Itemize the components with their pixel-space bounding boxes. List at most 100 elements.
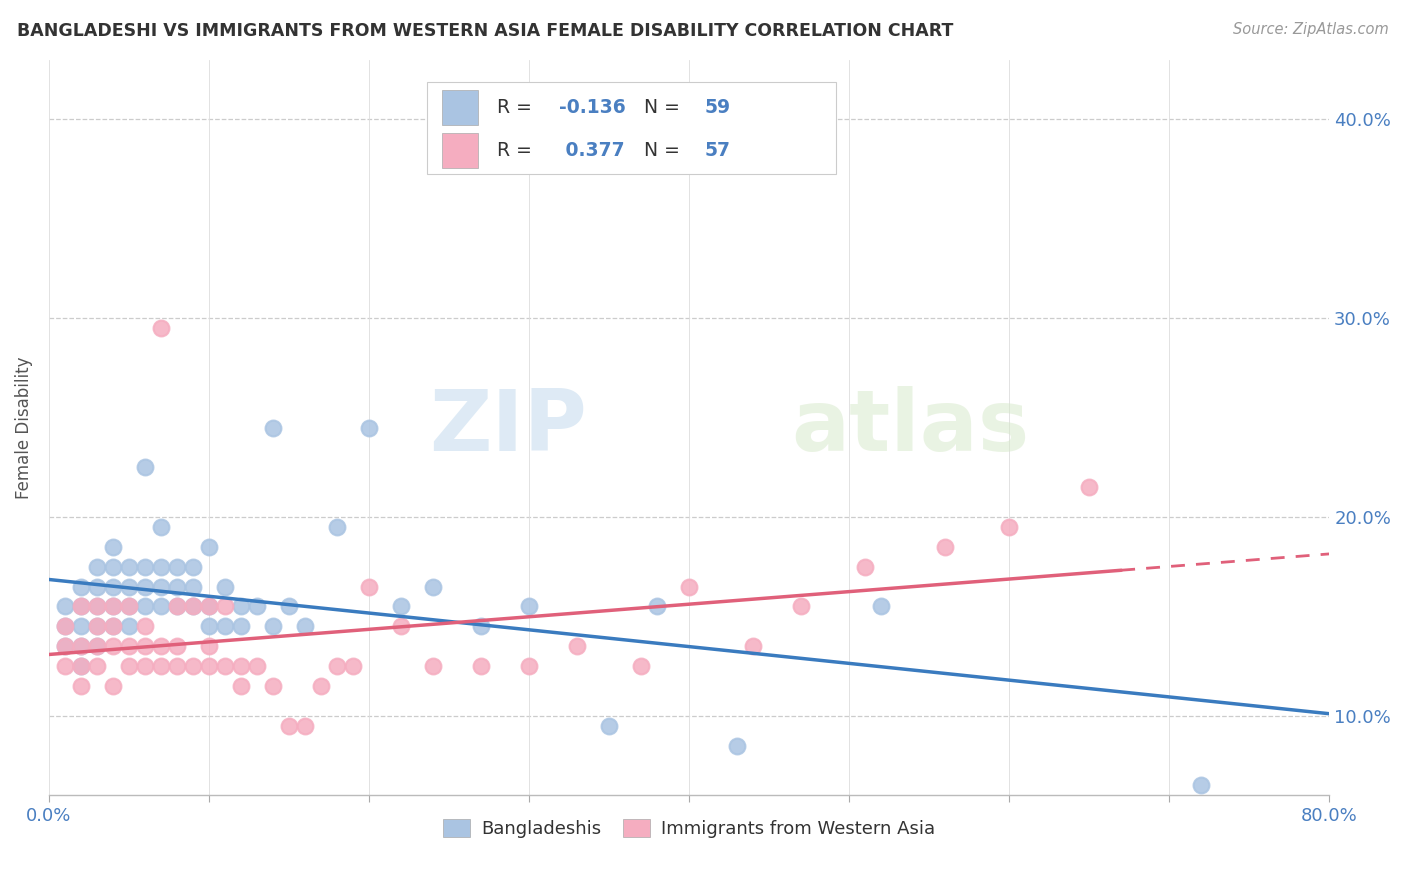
Point	[101, 540, 124, 554]
Point	[198, 619, 221, 633]
Point	[422, 580, 444, 594]
Point	[118, 599, 141, 614]
Point	[998, 520, 1021, 534]
Point	[53, 659, 76, 673]
Point	[389, 599, 412, 614]
Point	[214, 619, 236, 633]
Point	[166, 580, 188, 594]
Point	[118, 659, 141, 673]
Point	[86, 659, 108, 673]
Bar	[441, 133, 478, 169]
Point	[70, 679, 93, 693]
Point	[389, 619, 412, 633]
Point	[198, 659, 221, 673]
Point	[294, 619, 316, 633]
Point	[70, 619, 93, 633]
Point	[214, 599, 236, 614]
Point	[630, 659, 652, 673]
Point	[1078, 480, 1101, 494]
Point	[70, 659, 93, 673]
Legend: Bangladeshis, Immigrants from Western Asia: Bangladeshis, Immigrants from Western As…	[436, 812, 942, 846]
Point	[326, 520, 349, 534]
Text: ZIP: ZIP	[429, 386, 586, 469]
Text: N =: N =	[631, 98, 685, 117]
Point	[262, 420, 284, 434]
Point	[118, 639, 141, 653]
Point	[70, 639, 93, 653]
Point	[150, 559, 173, 574]
Point	[870, 599, 893, 614]
Point	[565, 639, 588, 653]
Point	[134, 639, 156, 653]
Point	[101, 679, 124, 693]
Point	[725, 739, 748, 753]
Point	[118, 599, 141, 614]
Point	[53, 639, 76, 653]
Point	[134, 619, 156, 633]
Point	[1189, 779, 1212, 793]
Point	[70, 580, 93, 594]
Text: 59: 59	[704, 98, 731, 117]
Point	[262, 619, 284, 633]
Point	[357, 420, 380, 434]
Point	[53, 599, 76, 614]
Text: 57: 57	[704, 141, 731, 161]
Point	[101, 580, 124, 594]
Point	[166, 559, 188, 574]
Point	[229, 659, 252, 673]
Point	[101, 599, 124, 614]
Point	[150, 321, 173, 335]
Point	[181, 559, 204, 574]
Point	[134, 599, 156, 614]
Point	[214, 659, 236, 673]
Point	[150, 520, 173, 534]
Bar	[441, 90, 478, 125]
Text: 0.377: 0.377	[558, 141, 624, 161]
Point	[86, 639, 108, 653]
Point	[198, 540, 221, 554]
Point	[150, 599, 173, 614]
Point	[53, 619, 76, 633]
Point	[470, 659, 492, 673]
Point	[86, 580, 108, 594]
Point	[517, 659, 540, 673]
Point	[150, 639, 173, 653]
Text: atlas: atlas	[792, 386, 1029, 469]
Point	[214, 580, 236, 594]
Point	[70, 599, 93, 614]
Point	[294, 719, 316, 733]
Point	[309, 679, 332, 693]
Point	[262, 679, 284, 693]
Point	[645, 599, 668, 614]
Point	[134, 580, 156, 594]
Point	[422, 659, 444, 673]
Point	[853, 559, 876, 574]
Point	[101, 639, 124, 653]
Text: R =: R =	[498, 141, 538, 161]
Point	[181, 659, 204, 673]
Point	[517, 599, 540, 614]
Point	[86, 599, 108, 614]
Point	[86, 559, 108, 574]
Point	[166, 599, 188, 614]
Point	[278, 719, 301, 733]
Point	[198, 599, 221, 614]
Point	[166, 599, 188, 614]
Point	[101, 599, 124, 614]
Point	[166, 639, 188, 653]
Point	[598, 719, 620, 733]
Point	[86, 619, 108, 633]
Point	[70, 659, 93, 673]
Point	[70, 599, 93, 614]
Point	[198, 599, 221, 614]
Point	[181, 599, 204, 614]
Point	[166, 659, 188, 673]
Text: -0.136: -0.136	[558, 98, 626, 117]
Point	[86, 639, 108, 653]
Point	[246, 659, 269, 673]
Point	[150, 659, 173, 673]
Point	[742, 639, 765, 653]
Point	[118, 559, 141, 574]
Point	[790, 599, 813, 614]
Point	[134, 460, 156, 475]
